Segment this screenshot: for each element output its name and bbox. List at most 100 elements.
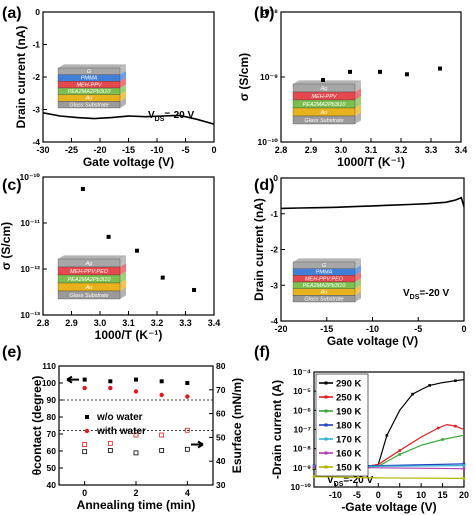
inset-layer-side <box>355 88 361 100</box>
y2-tick-label: 30 <box>216 480 226 490</box>
inset-layer-label: PEA2MA2Pb3I10 <box>303 102 347 108</box>
series-line <box>280 196 465 210</box>
inset-layer-label: G <box>322 263 327 269</box>
legend-label: 170 K <box>336 435 361 446</box>
x-tick-label: 3.3 <box>179 318 192 328</box>
inset-layer-label: Ag <box>320 86 329 92</box>
inset-layer-label: MEH-PPV <box>76 82 102 88</box>
data-point <box>184 427 190 433</box>
x-tick-label: -15 <box>122 145 135 155</box>
y-tick-label: 10⁻¹⁰ <box>20 172 41 182</box>
data-point <box>82 442 88 447</box>
panel-label: (d) <box>254 177 274 194</box>
x-tick-label: -10 <box>329 490 342 500</box>
y-tick-label: -1 <box>270 209 278 219</box>
panel-label: (c) <box>2 177 22 194</box>
legend-label: 160 K <box>336 449 361 460</box>
inset-layer-label: Glass Substrate <box>304 118 343 124</box>
data-point <box>108 385 113 391</box>
inset-layer <box>292 115 356 125</box>
data-point <box>82 449 88 455</box>
vds-annotation: VDS=-20 V <box>403 288 449 301</box>
x-tick-label: -5 <box>414 324 422 334</box>
inset-layer-label: PEA2MA2Pb3I10 <box>303 283 347 289</box>
data-point <box>80 186 85 191</box>
x-tick-label: 0 <box>461 324 466 334</box>
inset-layer-label: MEH-PPV:PEO <box>305 276 344 282</box>
data-point <box>312 465 316 469</box>
inset-layer <box>292 295 356 303</box>
y2-tick-label: 50 <box>216 432 226 442</box>
inset-layer-label: Glass Substrate <box>304 296 343 302</box>
y-axis-label: σ (S/cm) <box>0 222 13 270</box>
data-point <box>159 392 164 398</box>
y-tick-label: 10⁻⁸ <box>260 7 278 17</box>
y-tick-label: 10⁻¹⁰ <box>258 137 279 147</box>
x-tick-label: 10 <box>416 490 426 500</box>
x-tick-label: 3.4 <box>455 145 468 155</box>
x-axis-label: Gate voltage (V) <box>327 334 418 348</box>
data-point <box>160 275 165 280</box>
legend-marker <box>324 437 328 441</box>
data-point <box>454 379 457 383</box>
series-line <box>42 112 215 125</box>
panel-label: (b) <box>254 5 274 22</box>
x-tick-label: -15 <box>320 324 333 334</box>
inset-layer-label: PMMA <box>316 270 333 276</box>
data-point <box>134 377 138 382</box>
x-tick-label: 3.2 <box>151 318 164 328</box>
inset-layer-label: Au <box>85 285 93 291</box>
data-point <box>385 433 389 437</box>
inset-layer-top <box>293 80 361 84</box>
data-point <box>428 384 432 387</box>
inset-layer-side <box>355 278 361 289</box>
data-point <box>184 446 190 452</box>
inset-layer-side <box>355 271 361 282</box>
y-tick-label: -2 <box>270 245 278 255</box>
right-axis-arrow <box>191 440 204 449</box>
y-tick-label: 40 <box>47 480 57 490</box>
y-tick-label: 100 <box>42 378 56 388</box>
inset-layer-label: PMMA <box>81 76 98 82</box>
inset-layer-label: Glass Substrate <box>69 102 108 108</box>
legend-label: 250 K <box>336 393 361 404</box>
panel-label: (a) <box>2 5 22 22</box>
data-point <box>462 467 466 471</box>
y-tick-label: 110 <box>42 361 56 371</box>
y-tick-label: 10⁻⁹ <box>260 72 278 82</box>
x-axis-label: 1000/T (K⁻¹) <box>337 155 405 169</box>
legend-marker <box>324 423 328 427</box>
x-tick-label: 2.8 <box>37 318 50 328</box>
data-point <box>441 438 444 441</box>
x-tick-label: -10 <box>150 145 163 155</box>
inset-layer-side <box>120 263 126 275</box>
data-point <box>436 426 440 430</box>
y-tick-label: -3 <box>32 105 40 115</box>
y-axis-label: σ (S/cm) <box>237 53 251 101</box>
legend-label: with water <box>96 426 146 437</box>
data-point <box>192 287 197 292</box>
data-point <box>312 475 316 478</box>
y-tick-label: 60 <box>47 446 57 456</box>
inset-layer-label: Ag <box>85 261 94 267</box>
inset-layer <box>57 101 121 109</box>
data-point <box>82 385 87 391</box>
data-point <box>82 377 87 382</box>
y-tick-label: 10⁻⁵ <box>293 386 311 396</box>
legend-marker <box>85 415 89 419</box>
y-tick-label: -3 <box>270 280 278 290</box>
y-tick-label: 10⁻¹³ <box>20 310 40 320</box>
data-point <box>462 462 466 466</box>
x-axis-label: Annealing time (min) <box>77 498 196 512</box>
inset-layer-label: PEA2MA2Pb3I10 <box>68 277 112 283</box>
inset-layer-side <box>355 80 361 92</box>
data-point <box>454 424 457 428</box>
y-tick-label: 10⁻⁸ <box>293 444 311 454</box>
data-point <box>411 392 414 396</box>
y-tick-label: 10⁻⁶ <box>293 405 311 415</box>
inset-layer-side <box>120 71 126 82</box>
panel-label: (e) <box>2 344 22 361</box>
data-point <box>462 464 466 467</box>
inset-layer-side <box>120 91 126 102</box>
